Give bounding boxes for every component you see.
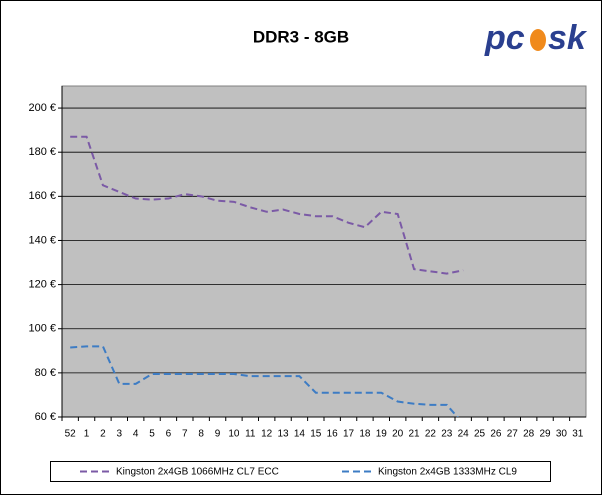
line-series bbox=[70, 345, 459, 417]
x-tick-label: 21 bbox=[409, 429, 421, 440]
x-tick-label: 6 bbox=[166, 429, 172, 440]
logo-text: sk bbox=[548, 19, 588, 57]
x-tick-label: 12 bbox=[261, 429, 273, 440]
x-tick-label: 16 bbox=[327, 429, 339, 440]
x-tick-label: 1 bbox=[84, 429, 90, 440]
x-tick-label: 23 bbox=[441, 429, 453, 440]
y-tick-label: 140 € bbox=[28, 234, 56, 246]
y-tick-label: 160 € bbox=[28, 190, 56, 202]
plot-area bbox=[61, 85, 587, 418]
x-tick-label: 18 bbox=[359, 429, 371, 440]
chart-title: DDR3 - 8GB bbox=[253, 27, 349, 46]
legend bbox=[50, 461, 551, 482]
x-tick-label: 4 bbox=[133, 429, 139, 440]
x-tick-label: 11 bbox=[245, 429, 256, 440]
x-tick-label: 2 bbox=[100, 429, 106, 440]
x-tick-label: 20 bbox=[392, 429, 404, 440]
x-tick-label: 17 bbox=[343, 429, 355, 440]
series-group bbox=[70, 135, 464, 417]
logo-text: pc bbox=[484, 19, 525, 57]
x-tick-label: 24 bbox=[458, 429, 470, 440]
x-tick-label: 31 bbox=[572, 429, 584, 440]
x-tick-label: 5 bbox=[149, 429, 155, 440]
y-tick-label: 180 € bbox=[28, 146, 56, 158]
x-tick-label: 10 bbox=[228, 429, 240, 440]
x-tick-label: 52 bbox=[65, 429, 77, 440]
x-tick-label: 30 bbox=[556, 429, 568, 440]
x-tick-label: 15 bbox=[310, 429, 322, 440]
y-tick-label: 80 € bbox=[35, 367, 56, 379]
logo-flame bbox=[530, 29, 546, 51]
x-tick-label: 14 bbox=[294, 429, 306, 440]
x-tick-label: 9 bbox=[215, 429, 221, 440]
x-tick-label: 19 bbox=[376, 429, 388, 440]
x-tick-label: 22 bbox=[425, 429, 437, 440]
x-tick-label: 8 bbox=[198, 429, 204, 440]
x-tick-label: 29 bbox=[540, 429, 552, 440]
y-tick-label: 100 € bbox=[28, 323, 56, 335]
x-tick-label: 25 bbox=[474, 429, 486, 440]
line-series bbox=[70, 135, 464, 275]
x-tick-label: 13 bbox=[278, 429, 290, 440]
x-tick-label: 28 bbox=[523, 429, 535, 440]
y-tick-label: 200 € bbox=[28, 102, 56, 114]
x-tick-label: 26 bbox=[490, 429, 502, 440]
x-tick-label: 3 bbox=[117, 429, 123, 440]
y-tick-label: 60 € bbox=[35, 411, 56, 423]
legend-label: Kingston 2x4GB 1333MHz CL9 bbox=[378, 467, 517, 478]
y-tick-label: 120 € bbox=[28, 279, 56, 291]
x-tick-label: 27 bbox=[507, 429, 519, 440]
logo: pc sk bbox=[484, 19, 588, 57]
legend-label: Kingston 2x4GB 1066MHz CL7 ECC bbox=[116, 467, 279, 478]
x-tick-label: 7 bbox=[182, 429, 188, 440]
